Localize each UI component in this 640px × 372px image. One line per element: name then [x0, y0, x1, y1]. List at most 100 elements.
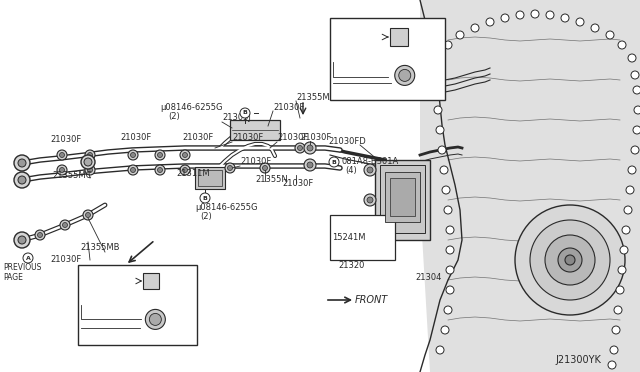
Circle shape [18, 236, 26, 244]
Text: 21030FA: 21030FA [81, 320, 111, 326]
Circle shape [434, 106, 442, 114]
Text: 21320: 21320 [338, 260, 364, 269]
Text: A: A [26, 256, 31, 260]
Text: 21030F: 21030F [240, 157, 271, 167]
Text: 21311M: 21311M [176, 169, 210, 177]
Text: 21030FD: 21030FD [328, 138, 365, 147]
Text: 21355MC: 21355MC [52, 170, 92, 180]
Circle shape [240, 108, 250, 118]
Circle shape [561, 14, 569, 22]
Text: -(HOLDER)-: -(HOLDER)- [362, 29, 401, 35]
Circle shape [628, 166, 636, 174]
Text: 21355N: 21355N [255, 176, 288, 185]
Circle shape [516, 11, 524, 19]
Circle shape [456, 31, 464, 39]
Circle shape [631, 71, 639, 79]
Circle shape [486, 18, 494, 26]
Bar [390, 178, 415, 216]
Circle shape [128, 165, 138, 175]
Circle shape [610, 346, 618, 354]
Circle shape [298, 145, 303, 151]
Circle shape [18, 159, 26, 167]
Text: 21305J: 21305J [222, 113, 251, 122]
Circle shape [444, 41, 452, 49]
Circle shape [60, 153, 65, 157]
Text: 21030F: 21030F [81, 296, 108, 302]
Circle shape [88, 153, 93, 157]
Circle shape [57, 150, 67, 160]
Text: 21030F: 21030F [277, 134, 308, 142]
Circle shape [307, 162, 313, 168]
Text: J21300YK: J21300YK [555, 355, 601, 365]
Circle shape [225, 163, 235, 173]
Circle shape [444, 206, 452, 214]
Circle shape [436, 346, 444, 354]
Circle shape [558, 248, 582, 272]
Text: 21304: 21304 [415, 273, 442, 282]
Circle shape [395, 65, 415, 86]
Circle shape [471, 24, 479, 32]
Circle shape [364, 164, 376, 176]
Circle shape [565, 255, 575, 265]
Text: 21030F: 21030F [300, 134, 332, 142]
Circle shape [81, 155, 95, 169]
Circle shape [295, 143, 305, 153]
Circle shape [606, 31, 614, 39]
Text: -(HOLDER)-: -(HOLDER)- [108, 274, 147, 280]
Circle shape [38, 232, 42, 237]
Circle shape [262, 166, 268, 170]
Circle shape [545, 235, 595, 285]
Circle shape [60, 220, 70, 230]
Circle shape [633, 126, 640, 134]
Circle shape [307, 145, 313, 151]
Bar [195, 167, 225, 189]
Circle shape [131, 153, 136, 157]
Circle shape [304, 142, 316, 154]
Circle shape [618, 41, 626, 49]
Circle shape [88, 167, 93, 173]
Circle shape [35, 230, 45, 240]
Circle shape [612, 326, 620, 334]
Text: µ08146-6255G: µ08146-6255G [195, 203, 257, 212]
Circle shape [364, 194, 376, 206]
Text: 21355MA: 21355MA [296, 93, 335, 102]
Circle shape [14, 155, 30, 171]
Circle shape [367, 167, 373, 173]
Circle shape [624, 206, 632, 214]
Circle shape [23, 253, 33, 263]
Circle shape [628, 54, 636, 62]
Circle shape [86, 212, 90, 218]
Text: 21030F: 21030F [50, 135, 81, 144]
Text: 15241M: 15241M [332, 234, 365, 243]
Circle shape [515, 205, 625, 315]
Text: PREVIOUS: PREVIOUS [3, 263, 42, 273]
Circle shape [446, 226, 454, 234]
Circle shape [444, 306, 452, 314]
Bar [143, 273, 159, 289]
Circle shape [155, 150, 165, 160]
Bar [198, 170, 222, 186]
Circle shape [182, 153, 188, 157]
Circle shape [85, 165, 95, 175]
Circle shape [438, 146, 446, 154]
Circle shape [546, 11, 554, 19]
Text: 21030F: 21030F [50, 256, 81, 264]
Circle shape [446, 266, 454, 274]
Text: 21030F: 21030F [182, 132, 213, 141]
Bar [330, 18, 445, 100]
Text: 21030F: 21030F [232, 134, 263, 142]
Circle shape [631, 146, 639, 154]
Text: (2): (2) [200, 212, 212, 221]
Circle shape [304, 159, 316, 171]
Text: PAGE: PAGE [3, 273, 23, 282]
Circle shape [367, 197, 373, 203]
Circle shape [501, 14, 509, 22]
Circle shape [260, 163, 270, 173]
Circle shape [442, 186, 450, 194]
Circle shape [591, 24, 599, 32]
Bar [330, 215, 395, 260]
Circle shape [57, 165, 67, 175]
Text: FRONT: FRONT [355, 295, 388, 305]
Text: 21030F: 21030F [282, 179, 313, 187]
Circle shape [530, 220, 610, 300]
